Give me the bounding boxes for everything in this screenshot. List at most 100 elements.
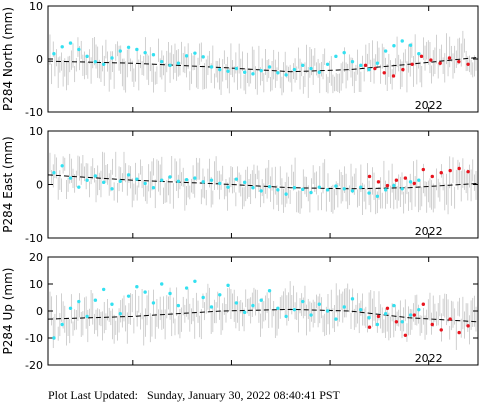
data-point	[93, 59, 98, 64]
y-tick-label: -10	[25, 332, 43, 345]
recent-data-point	[401, 67, 405, 72]
data-point	[184, 177, 189, 182]
data-point	[367, 316, 371, 320]
recent-data-point	[457, 166, 461, 171]
trend-line	[47, 174, 479, 190]
data-point	[325, 62, 330, 66]
data-point	[383, 188, 388, 192]
recent-data-point	[394, 320, 399, 324]
recent-data-point	[448, 168, 452, 173]
recent-data-point	[363, 63, 368, 68]
recent-data-point	[421, 302, 426, 306]
recent-data-point	[439, 171, 443, 175]
data-point	[135, 285, 139, 289]
data-point	[334, 54, 338, 59]
recent-data-point	[403, 176, 408, 180]
data-point	[383, 49, 388, 53]
data-point	[342, 50, 346, 55]
data-point	[251, 72, 255, 76]
data-point	[168, 291, 172, 296]
data-point	[226, 283, 230, 288]
data-point	[309, 66, 313, 71]
data-point	[77, 47, 81, 52]
data-point	[408, 313, 413, 317]
data-point	[101, 287, 106, 292]
data-point	[218, 293, 222, 297]
recent-data-point	[367, 325, 372, 329]
data-point	[110, 302, 114, 306]
data-point	[201, 295, 205, 300]
x-tick-label: 2022	[415, 225, 443, 238]
data-point	[334, 184, 338, 188]
data-point	[309, 313, 313, 317]
recent-data-point	[391, 74, 396, 78]
data-point	[259, 68, 263, 73]
recent-data-point	[421, 167, 426, 172]
data-point	[284, 73, 288, 77]
data-point	[276, 306, 280, 310]
data-point	[143, 181, 147, 186]
data-point	[267, 289, 272, 293]
data-point	[284, 192, 288, 196]
data-point	[417, 52, 421, 56]
y-tick-label: 10	[29, 125, 43, 138]
data-point	[101, 180, 106, 185]
recent-data-point	[385, 183, 390, 188]
recent-data-point	[430, 322, 434, 327]
recent-data-point	[410, 62, 414, 66]
data-point	[93, 174, 98, 178]
data-point	[276, 188, 280, 192]
data-point	[342, 187, 346, 191]
data-point	[184, 286, 189, 290]
data-point	[417, 307, 421, 312]
data-point	[375, 322, 380, 327]
recent-data-point	[419, 54, 424, 59]
data-point	[267, 65, 272, 69]
data-point	[226, 185, 230, 189]
plot-frame	[47, 5, 479, 113]
data-point	[118, 312, 122, 316]
data-point	[342, 305, 346, 309]
plot-frame	[47, 130, 479, 239]
recent-data-point	[438, 61, 442, 65]
plot-updated-value: Sunday, January 30, 2022 08:40:41 PST	[147, 388, 340, 402]
data-point	[118, 49, 122, 53]
y-tick-label: 20	[29, 251, 43, 264]
data-point	[184, 54, 189, 58]
x-tick-label: 2022	[415, 352, 443, 365]
recent-data-point	[385, 306, 390, 310]
data-point	[126, 45, 131, 50]
plot-updated-footer: Plot Last Updated: Sunday, January 30, 2…	[48, 388, 340, 403]
data-point	[52, 336, 56, 340]
data-point	[60, 45, 64, 49]
recent-data-point	[457, 59, 461, 64]
data-point	[317, 185, 322, 189]
data-point	[52, 52, 56, 56]
data-point	[400, 320, 404, 324]
data-point	[126, 173, 131, 177]
recent-data-point	[373, 66, 377, 71]
data-point	[375, 61, 380, 65]
data-point	[60, 322, 64, 327]
data-point	[408, 180, 413, 184]
data-point	[135, 177, 139, 181]
data-point	[160, 178, 164, 182]
recent-data-point	[429, 58, 433, 62]
recent-data-point	[382, 71, 386, 75]
data-point	[110, 56, 114, 60]
data-point	[367, 67, 371, 72]
data-point	[93, 298, 98, 302]
data-point	[392, 303, 396, 308]
data-point	[317, 70, 322, 74]
data-point	[325, 309, 330, 313]
data-point	[151, 53, 156, 57]
y-axis-label: P284 East (mm)	[1, 136, 15, 232]
data-point	[375, 194, 380, 198]
plot-frame	[47, 256, 479, 366]
data-point	[176, 61, 181, 65]
data-point	[259, 298, 263, 302]
y-tick-label: 0	[36, 179, 43, 192]
data-point	[193, 176, 197, 180]
data-point	[168, 175, 172, 179]
